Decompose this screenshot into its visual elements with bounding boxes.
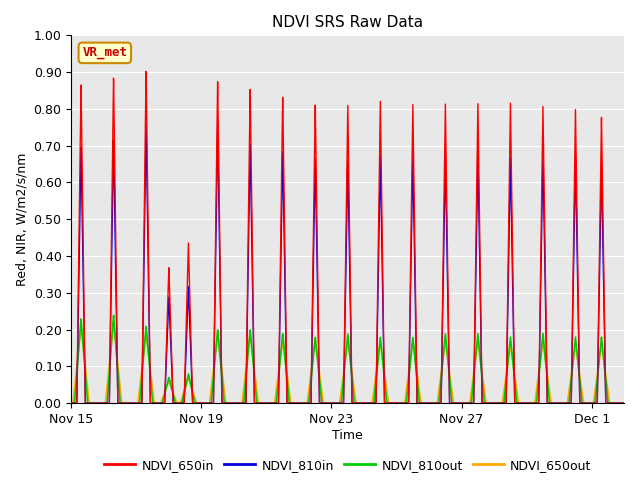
Title: NDVI SRS Raw Data: NDVI SRS Raw Data (272, 15, 423, 30)
Legend: NDVI_650in, NDVI_810in, NDVI_810out, NDVI_650out: NDVI_650in, NDVI_810in, NDVI_810out, NDV… (99, 454, 596, 477)
X-axis label: Time: Time (332, 429, 363, 442)
Y-axis label: Red, NIR, W/m2/s/nm: Red, NIR, W/m2/s/nm (15, 153, 28, 286)
Text: VR_met: VR_met (83, 47, 127, 60)
